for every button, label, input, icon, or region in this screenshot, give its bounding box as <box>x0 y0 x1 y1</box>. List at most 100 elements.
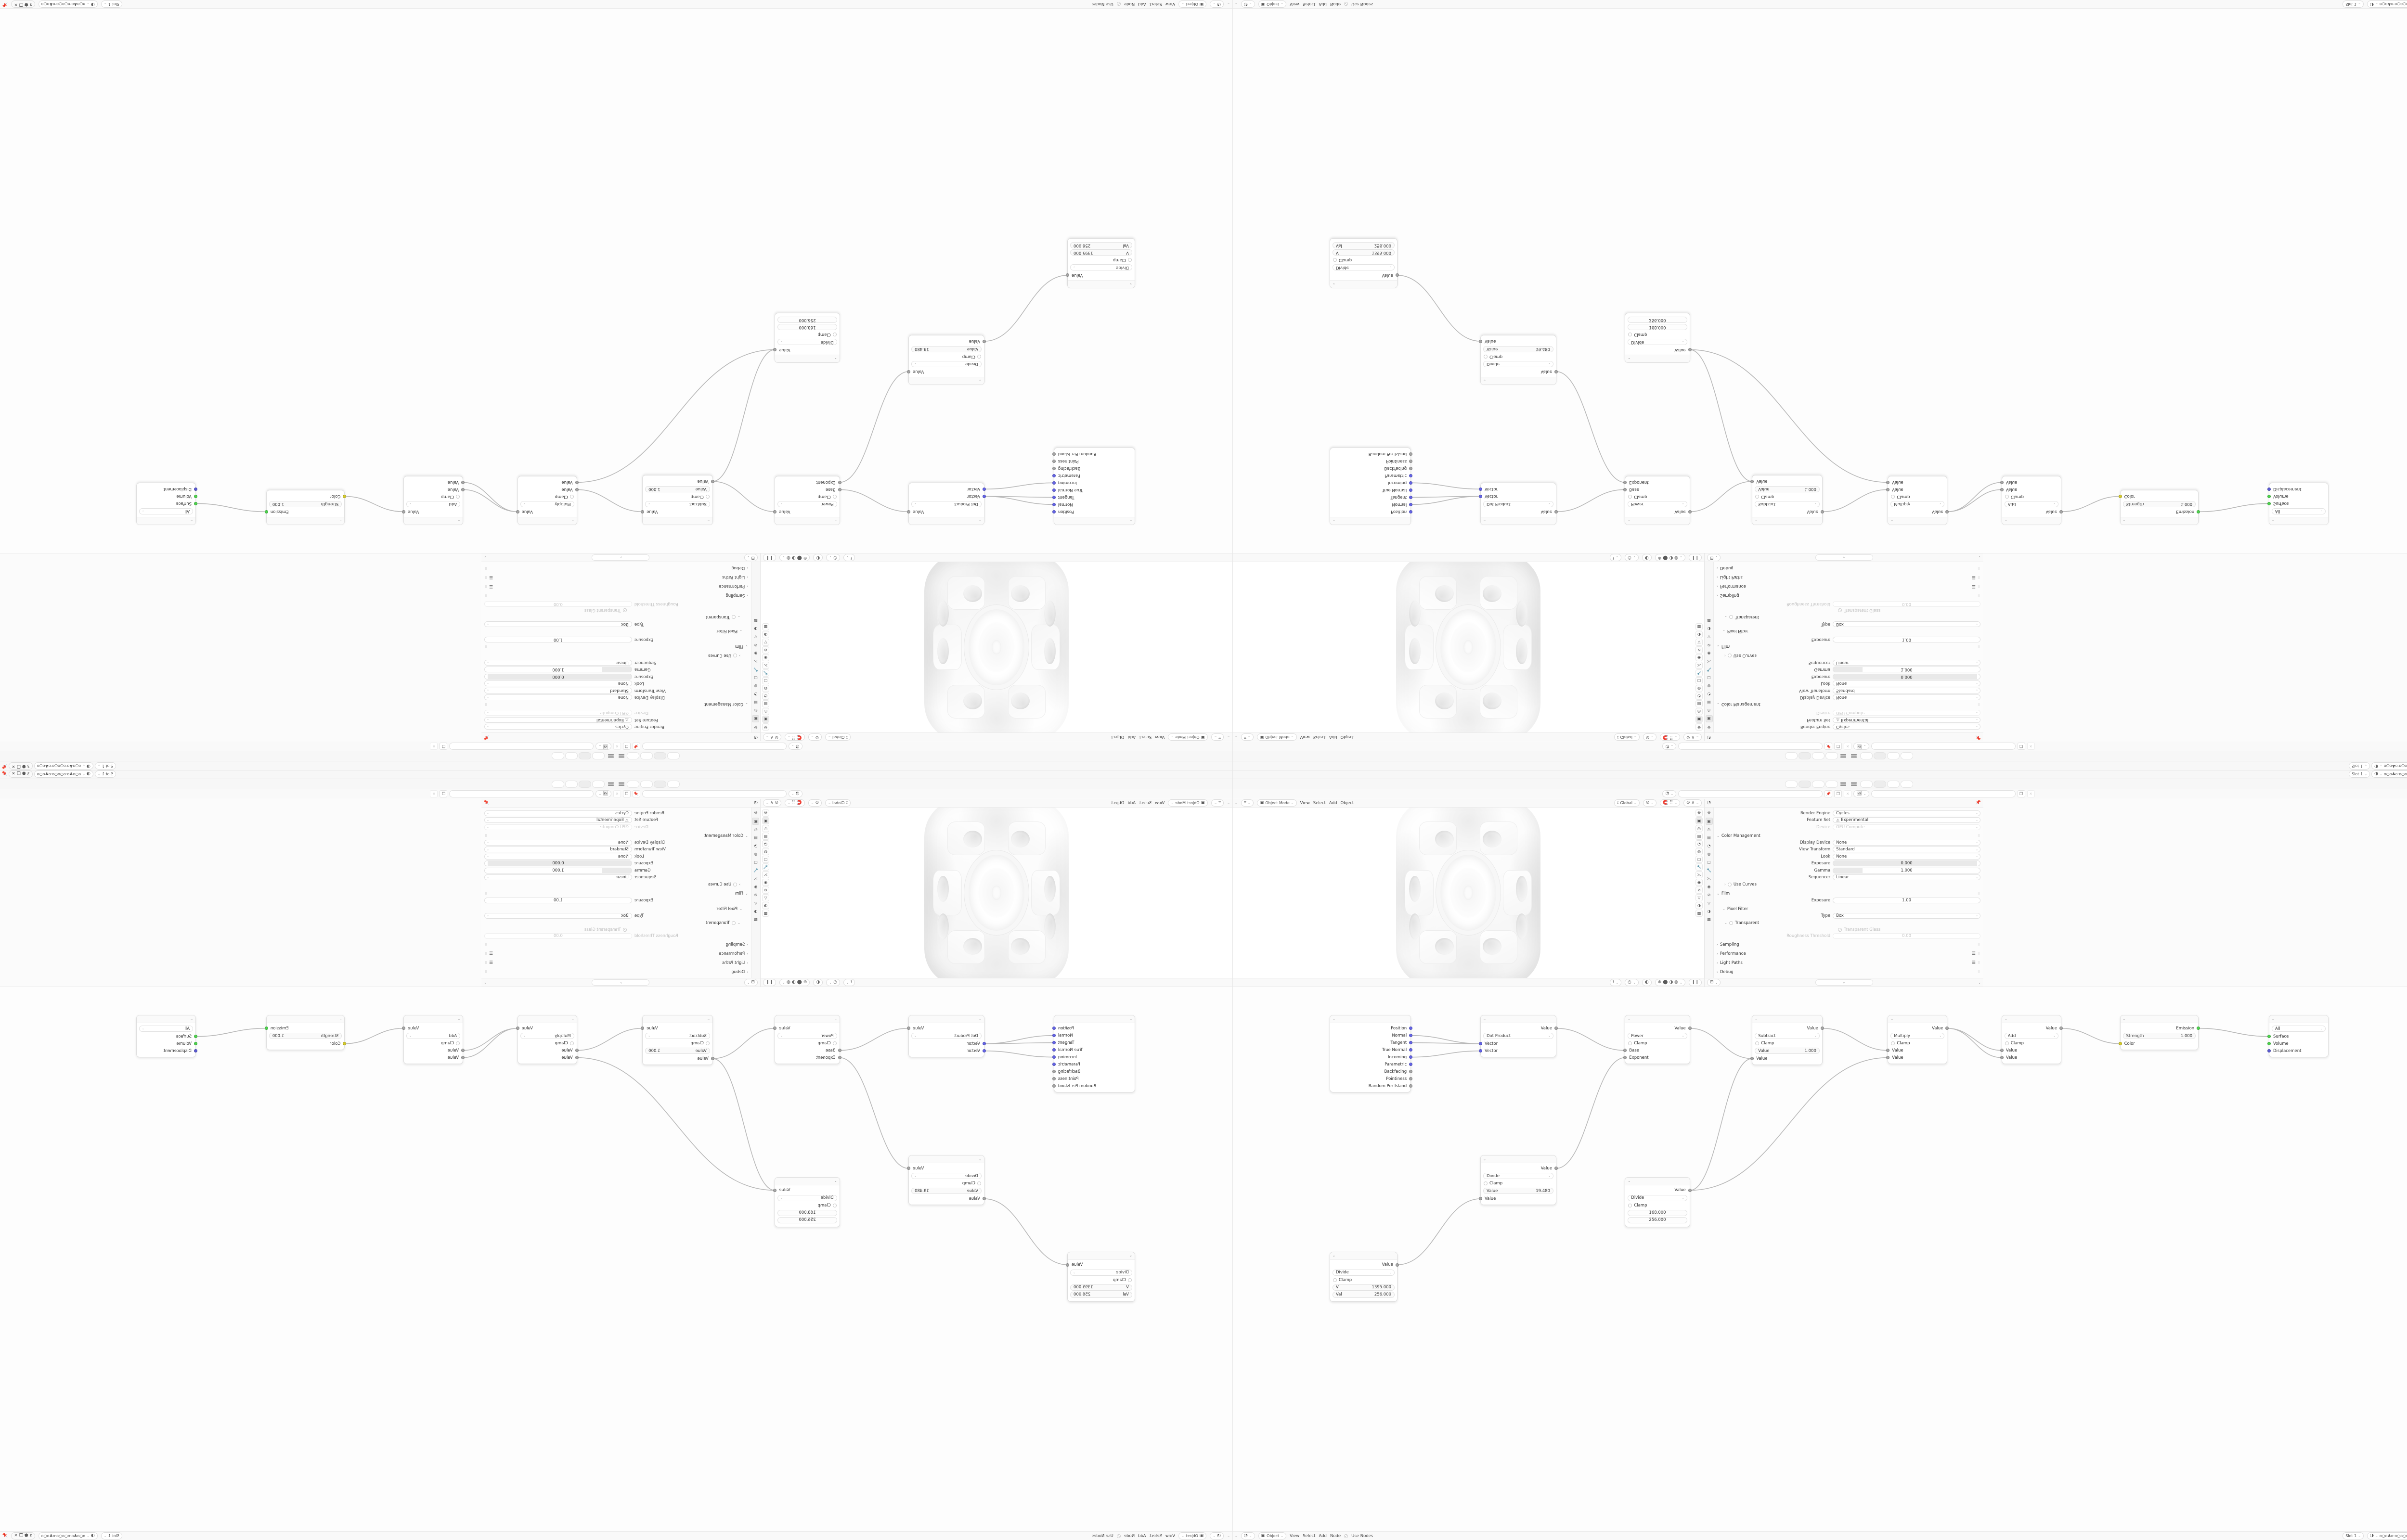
checkbox-clamp[interactable] <box>1128 1278 1132 1282</box>
properties-tab-scene[interactable]: ◔ <box>754 844 758 848</box>
workspace-tab-6[interactable] <box>579 780 591 788</box>
proportional-edit-toggle[interactable]: ⊙ ∧ ⌄ <box>1683 799 1702 807</box>
drag-grip-icon[interactable]: ⠿ <box>1977 575 1980 579</box>
image-datablock-selector[interactable]: 🖼 ⌄ <box>595 743 611 750</box>
socket-dot-icon[interactable] <box>1052 1070 1056 1074</box>
socket-dot-icon[interactable] <box>1623 1056 1627 1060</box>
input-roughness-threshold[interactable]: 0.00 <box>1833 933 1980 939</box>
node-value-field[interactable]: Value 1.000 <box>1755 1048 1820 1054</box>
socket-dot-icon[interactable] <box>2118 494 2122 498</box>
node-clamp-checkbox-row[interactable]: Clamp <box>775 1202 839 1209</box>
row-device[interactable]: Device GPU Compute ⌄ <box>484 824 748 830</box>
socket-dot-icon[interactable] <box>194 1035 197 1039</box>
properties-tab-constraints[interactable]: ⊘ <box>1707 893 1711 897</box>
vector-math-dot-product-node[interactable]: ⌄ Value Dot Product ⌄ Vector Vector <box>907 482 986 525</box>
render-icon[interactable]: ▣ <box>762 817 769 824</box>
properties-tab-data[interactable]: ▽ <box>754 901 758 905</box>
render-icon[interactable]: ▣ <box>762 716 769 723</box>
render-slot-pill[interactable]: Slot 1 ⌄ <box>94 762 116 770</box>
socket-dot-icon[interactable] <box>2197 510 2200 513</box>
node-operation-select[interactable]: All ⌄ <box>139 1026 193 1032</box>
xray-toggle[interactable]: ◐ <box>1642 979 1652 986</box>
properties-footer[interactable]: ⊟ ⌄ ⌕ ⌄ <box>1705 978 1983 987</box>
node-input-socket[interactable]: Displacement <box>2267 1047 2328 1054</box>
node-clamp-checkbox-row[interactable]: Clamp <box>909 353 984 360</box>
node-output-socket[interactable]: Value <box>2002 508 2063 515</box>
breadcrumb-pill[interactable]: ◑ ⌄ o○o♣o·o○o○o·o♣o○o <box>2371 770 2407 778</box>
object-icon[interactable]: ▢ <box>1695 677 1703 684</box>
math-power-node[interactable]: ⌄ Value Power ⌄ Clamp Base Exponent <box>1623 475 1692 525</box>
node-output-socket[interactable]: Random Per Island <box>1330 1082 1413 1090</box>
select-render-engine[interactable]: Cycles ⌄ <box>1833 810 1980 816</box>
menu-icon[interactable] <box>608 754 614 758</box>
node-canvas[interactable]: ⌄ Position Normal Tangent True Normal Incomin… <box>1232 9 2407 553</box>
node-output-socket[interactable]: Emission <box>2121 508 2200 515</box>
socket-dot-icon[interactable] <box>1886 488 1890 491</box>
checkbox-clamp[interactable] <box>705 494 710 499</box>
node-output-socket[interactable]: Emission <box>2121 1025 2200 1032</box>
menu-object[interactable]: Object <box>1111 800 1125 806</box>
slider-cm-gamma[interactable]: 1.000 <box>484 867 632 873</box>
select-sequencer[interactable]: Linear ⌄ <box>484 874 632 880</box>
xray-toggle[interactable]: ◐ <box>813 979 823 986</box>
pin-icon[interactable]: 📌 <box>1825 743 1833 750</box>
input-roughness-threshold[interactable]: 0.00 <box>484 601 632 607</box>
menu-select[interactable]: Select <box>1139 734 1152 740</box>
node-output-socket[interactable]: Value <box>1625 508 1692 515</box>
node-input-socket[interactable]: Volume <box>2267 493 2328 500</box>
image-name-input[interactable] <box>449 743 594 750</box>
socket-dot-icon[interactable] <box>1479 1042 1482 1046</box>
node-input-socket[interactable]: Exponent <box>775 1054 841 1061</box>
mode-selector[interactable]: ▣ Object Mode ⌄ <box>1168 733 1208 741</box>
chevron-down-icon[interactable]: ⌄ <box>190 1017 193 1021</box>
math-divide-node-19480[interactable]: ⌄ Value Divide ⌄ Clamp Value 19.480 Value <box>907 1155 986 1206</box>
workspace-tab-5[interactable] <box>592 780 605 788</box>
transform-orientation-selector[interactable]: ⟟ Global ⌄ <box>1614 799 1640 807</box>
socket-dot-icon[interactable] <box>1945 510 1949 513</box>
select-render-engine[interactable]: Cycles ⌄ <box>484 810 632 816</box>
select-device[interactable]: GPU Compute ⌄ <box>1833 824 1980 830</box>
row-render-engine[interactable]: Render Engine Cycles ⌄ <box>1717 810 1980 816</box>
close-icon[interactable]: ✕ <box>613 790 621 797</box>
checkbox-clamp[interactable] <box>832 1041 837 1046</box>
socket-dot-icon[interactable] <box>1409 1063 1413 1066</box>
socket-dot-icon[interactable] <box>1052 1048 1056 1052</box>
close-icon[interactable]: ✕ <box>12 771 15 776</box>
pin-icon[interactable]: 📌 <box>2 1533 8 1538</box>
overlays-toggle[interactable]: ◴ ⌄ <box>1625 554 1639 561</box>
socket-dot-icon[interactable] <box>1409 488 1413 492</box>
node-header[interactable]: ⌄ <box>1481 376 1556 385</box>
node-header[interactable]: ⌄ <box>1330 516 1411 525</box>
checkbox-transparent[interactable] <box>732 921 736 925</box>
node-input-socket[interactable]: Surface <box>137 1033 197 1040</box>
topbar-right-controls[interactable]: Slot 1 ⌄ ◑ ⌄ o○o♣o·o○o○o·o♣o○o 3 ⬟ ❐ ✕ <box>2 762 116 770</box>
row-cm-gamma[interactable]: Gamma 1.000 <box>1717 867 1980 873</box>
properties-tab-material[interactable]: ◑ <box>1707 909 1711 913</box>
workspace-tab-7[interactable] <box>565 752 578 760</box>
mesh-data-icon[interactable]: ▽ <box>762 639 769 646</box>
chevron-down-icon[interactable]: ⌄ <box>1483 1017 1486 1021</box>
mesh-data-icon[interactable]: ▽ <box>762 894 769 901</box>
workspace-tab-5[interactable] <box>1860 780 1873 788</box>
node-output-socket[interactable]: Backfacing <box>1052 465 1135 472</box>
row-film-exposure[interactable]: Exposure 1.00 <box>484 897 748 903</box>
drag-grip-icon[interactable]: ⠿ <box>1977 566 1980 570</box>
close-icon[interactable]: ✕ <box>1844 790 1852 797</box>
workspace-tab-6[interactable] <box>1874 780 1886 788</box>
node-header[interactable]: ⌄ <box>1625 355 1690 363</box>
filter-type-selector[interactable]: ⊟ ⌄ <box>744 979 758 986</box>
row-filter-type[interactable]: Type Box ⌄ <box>484 621 748 628</box>
select-display-device[interactable]: None ⌄ <box>484 839 632 846</box>
material-datablock-selector[interactable]: ◔ ⌄ <box>788 790 802 797</box>
select-look[interactable]: None ⌄ <box>1833 853 1980 860</box>
select-filter-type[interactable]: Box ⌄ <box>484 621 632 628</box>
emission-shader-node[interactable]: ⌄ Emission Strength 1.000 Color <box>2118 489 2200 525</box>
close-icon[interactable]: ✕ <box>430 743 438 750</box>
socket-dot-icon[interactable] <box>1750 479 1754 483</box>
math-subtract-node[interactable]: ⌄ Value Subtract ⌄ Clamp Value 1.000 Value <box>641 1015 714 1065</box>
material-output-node[interactable]: ⌄ All ⌄ Surface Volume Displacement <box>2267 482 2329 525</box>
socket-dot-icon[interactable] <box>641 510 645 513</box>
editor-type-selector[interactable]: ◔ ⌄ <box>1210 1532 1224 1540</box>
chevron-down-icon[interactable]: ⌄ <box>1628 1179 1631 1183</box>
math-divide-node-19480[interactable]: ⌄ Value Divide ⌄ Clamp Value 19.480 Value <box>1479 1155 1558 1206</box>
